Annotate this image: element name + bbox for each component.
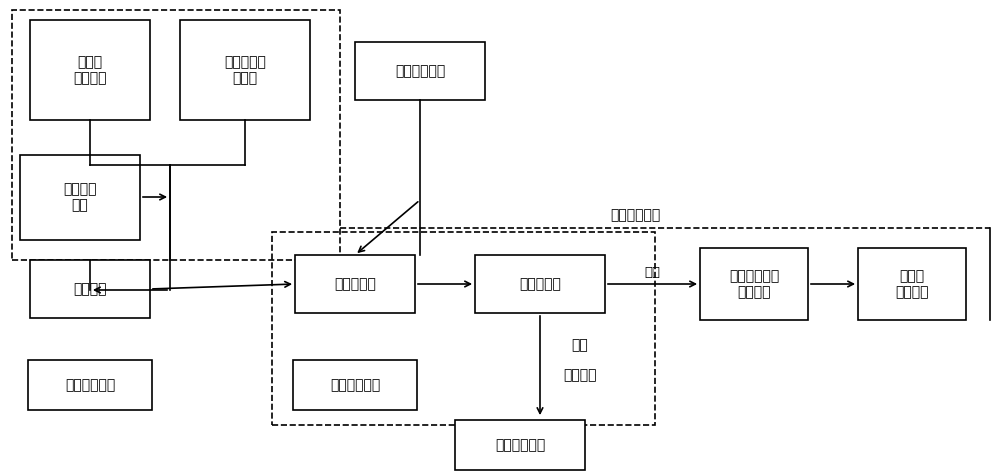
Text: 气旋干燥器: 气旋干燥器 bbox=[334, 277, 376, 291]
Bar bbox=[12, 10, 340, 260]
Text: 挤压造粒: 挤压造粒 bbox=[73, 282, 107, 296]
Bar bbox=[355, 42, 485, 100]
Text: 焚烧厂
烟气处理: 焚烧厂 烟气处理 bbox=[895, 269, 929, 299]
Bar bbox=[455, 420, 585, 470]
Text: 挤压造粒装置: 挤压造粒装置 bbox=[65, 378, 115, 392]
Text: 烟气: 烟气 bbox=[644, 266, 660, 278]
Bar bbox=[20, 155, 140, 240]
Text: 水淬: 水淬 bbox=[572, 338, 588, 352]
Bar bbox=[272, 232, 655, 425]
Bar bbox=[30, 20, 150, 120]
Bar bbox=[295, 255, 415, 313]
Bar bbox=[858, 248, 966, 320]
Text: 气旋干燥装置: 气旋干燥装置 bbox=[330, 378, 380, 392]
Bar bbox=[30, 260, 150, 318]
Bar bbox=[180, 20, 310, 120]
Text: 炉渣、造
粒剂: 炉渣、造 粒剂 bbox=[63, 182, 97, 213]
Text: 等离子熔融炉: 等离子熔融炉 bbox=[495, 438, 545, 452]
Bar bbox=[293, 360, 417, 410]
Text: 焚烧厂
飞灰接收: 焚烧厂 飞灰接收 bbox=[73, 55, 107, 85]
Text: 等离子熔融: 等离子熔融 bbox=[519, 277, 561, 291]
Text: 焚烧厂二燃室
协同处理: 焚烧厂二燃室 协同处理 bbox=[729, 269, 779, 299]
Text: 渗滤液浓缩
液接收: 渗滤液浓缩 液接收 bbox=[224, 55, 266, 85]
Bar bbox=[700, 248, 808, 320]
Bar bbox=[28, 360, 152, 410]
Text: 烟气余热利用: 烟气余热利用 bbox=[610, 208, 660, 222]
Text: 玻璃熔渣: 玻璃熔渣 bbox=[563, 368, 597, 382]
Bar bbox=[475, 255, 605, 313]
Text: 混合搅拌装置: 混合搅拌装置 bbox=[395, 64, 445, 78]
